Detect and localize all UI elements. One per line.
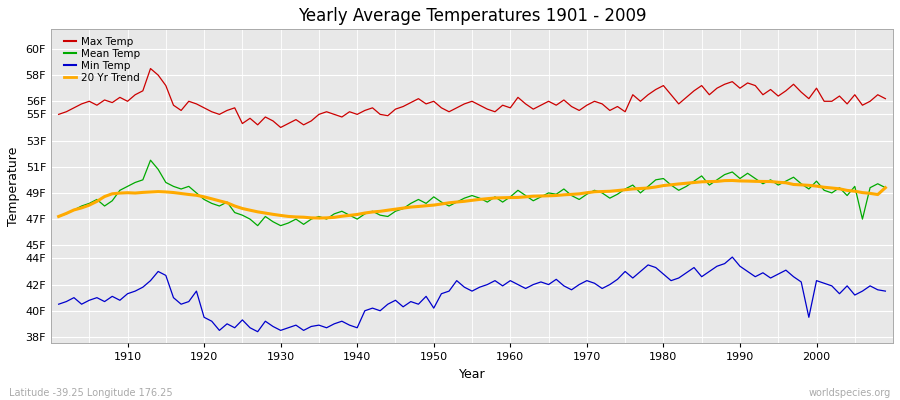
Title: Yearly Average Temperatures 1901 - 2009: Yearly Average Temperatures 1901 - 2009 bbox=[298, 7, 646, 25]
Text: Latitude -39.25 Longitude 176.25: Latitude -39.25 Longitude 176.25 bbox=[9, 388, 173, 398]
Legend: Max Temp, Mean Temp, Min Temp, 20 Yr Trend: Max Temp, Mean Temp, Min Temp, 20 Yr Tre… bbox=[59, 32, 145, 87]
Y-axis label: Temperature: Temperature bbox=[7, 147, 20, 226]
X-axis label: Year: Year bbox=[459, 368, 485, 381]
Text: worldspecies.org: worldspecies.org bbox=[809, 388, 891, 398]
